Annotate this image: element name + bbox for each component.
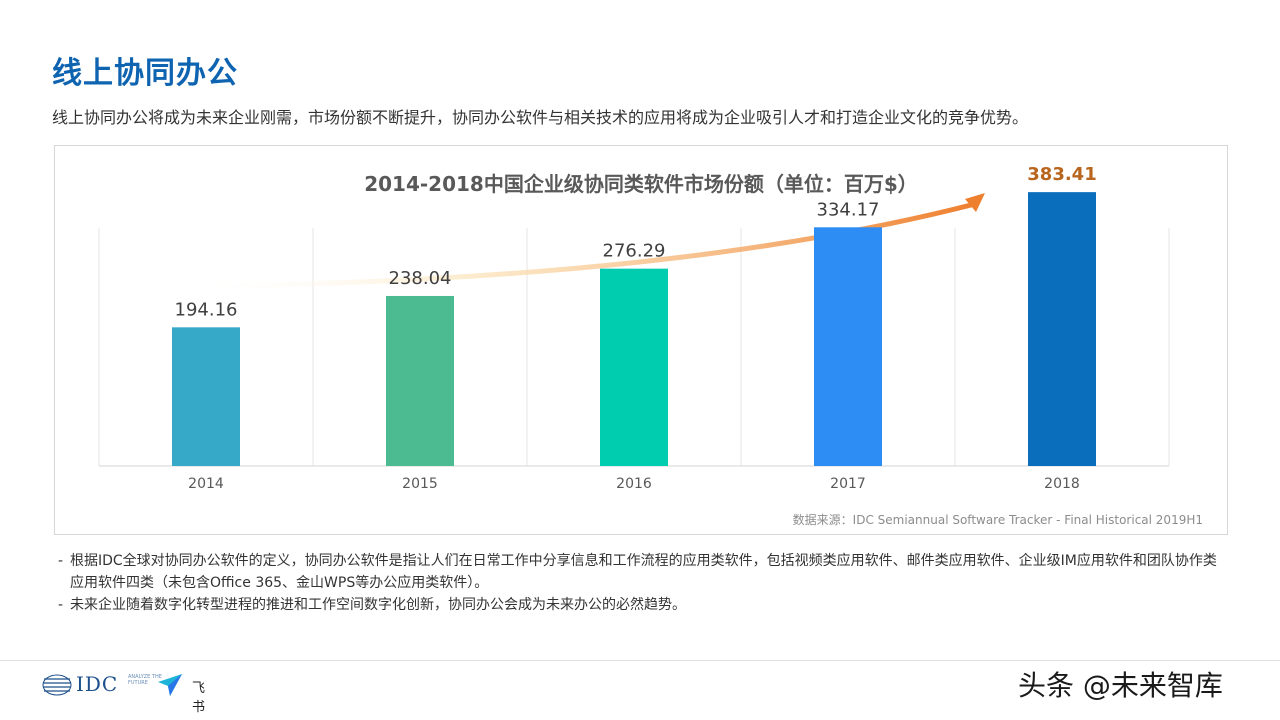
note-dash: - xyxy=(58,597,64,613)
feishu-paper-plane-icon xyxy=(158,674,182,696)
data-label: 383.41 xyxy=(1027,164,1096,185)
bar-2014 xyxy=(172,327,240,466)
x-tick-label: 2015 xyxy=(402,476,438,492)
note-item: - 根据IDC全球对协同办公软件的定义，协同办公软件是指让人们在日常工作中分享信… xyxy=(58,550,1228,594)
notes-list: - 根据IDC全球对协同办公软件的定义，协同办公软件是指让人们在日常工作中分享信… xyxy=(58,550,1228,616)
bar-2018 xyxy=(1028,192,1096,466)
bar-2017 xyxy=(814,227,882,466)
trend-arrowhead-icon xyxy=(965,193,985,212)
note-item: - 未来企业随着数字化转型进程的推进和工作空间数字化创新，协同办公会成为未来办公… xyxy=(58,594,1228,616)
watermark: 头条 @未来智库 xyxy=(1018,669,1223,702)
idc-tagline: ANALYZE THE FUTURE xyxy=(128,674,162,686)
data-label: 238.04 xyxy=(389,268,452,289)
data-label: 194.16 xyxy=(175,299,238,320)
bar-chart: 194.16 2014 238.04 2015 276.29 2016 334.17 2017… xyxy=(98,164,1170,492)
chart-title: 2014-2018中国企业级协同类软件市场份额（单位：百万$） xyxy=(364,172,918,196)
feishu-logo-text: 飞书 xyxy=(192,681,206,715)
idc-logo-text: IDC xyxy=(76,672,119,696)
idc-globe-icon xyxy=(42,674,72,696)
x-tick-label: 2014 xyxy=(188,476,224,492)
x-tick-label: 2018 xyxy=(1044,476,1080,492)
footer-divider xyxy=(0,660,1280,661)
data-label: 334.17 xyxy=(817,199,880,220)
trend-arrow xyxy=(192,201,978,289)
page-subtitle: 线上协同办公将成为未来企业刚需，市场份额不断提升，协同办公软件与相关技术的应用将… xyxy=(52,108,1029,127)
bar-2016 xyxy=(600,268,668,466)
note-text: 根据IDC全球对协同办公软件的定义，协同办公软件是指让人们在日常工作中分享信息和… xyxy=(70,553,1217,591)
data-source: 数据来源：IDC Semiannual Software Tracker - F… xyxy=(792,513,1203,527)
bar-2015 xyxy=(386,295,454,466)
data-label: 276.29 xyxy=(603,241,666,262)
x-tick-label: 2017 xyxy=(830,476,866,492)
x-tick-label: 2016 xyxy=(616,476,652,492)
note-dash: - xyxy=(58,553,64,569)
page-title: 线上协同办公 xyxy=(52,56,238,91)
chart-container: 194.16 2014 238.04 2015 276.29 2016 334.17 2017… xyxy=(54,145,1228,535)
note-text: 未来企业随着数字化转型进程的推进和工作空间数字化创新，协同办公会成为未来办公的必… xyxy=(70,597,686,613)
